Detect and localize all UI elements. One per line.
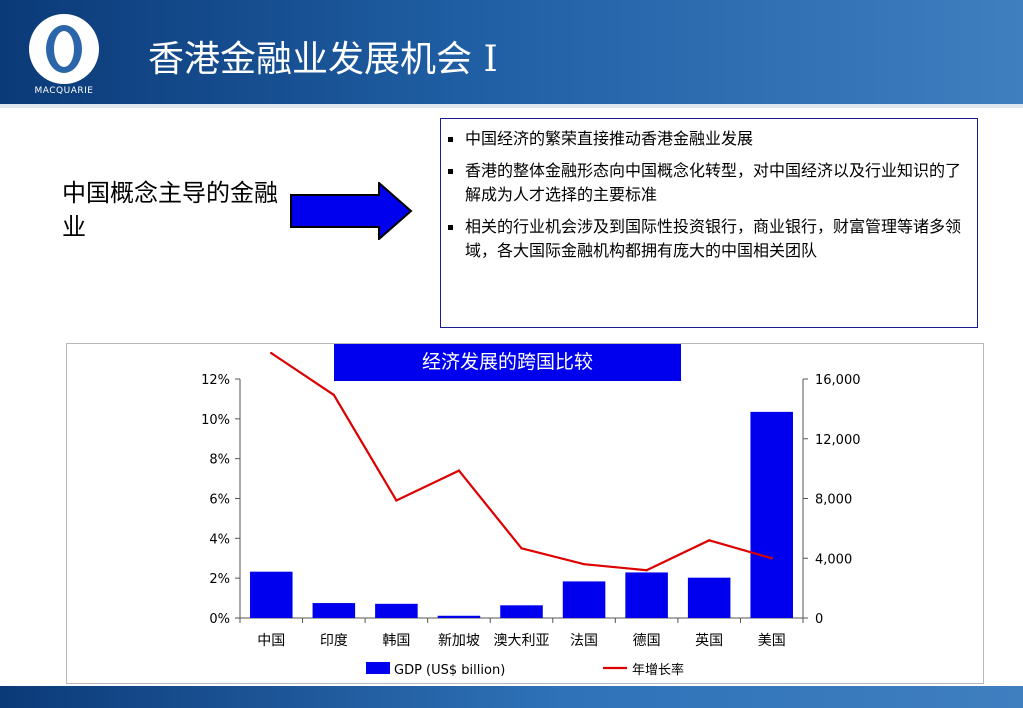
x-axis-category-label: 美国 xyxy=(758,633,786,649)
gdp-bar xyxy=(687,577,731,618)
header-rule xyxy=(0,104,1023,108)
bullet-list-box: 中国经济的繁荣直接推动香港金融业发展 香港的整体金融形态向中国概念化转型，对中国… xyxy=(440,118,978,328)
bullet-item: 相关的行业机会涉及到国际性投资银行，商业银行，财富管理等诸多领域，各大国际金融机… xyxy=(448,215,965,263)
legend-growth-label: 年增长率 xyxy=(632,662,684,678)
x-axis-category-label: 法国 xyxy=(570,633,598,649)
gdp-bar xyxy=(625,572,668,618)
slide-footer xyxy=(0,686,1023,708)
growth-rate-point xyxy=(270,351,273,355)
left-axis-tick-label: 8% xyxy=(209,453,230,468)
x-axis-category-label: 新加坡 xyxy=(438,633,480,649)
right-axis-tick-label: 0 xyxy=(815,612,823,627)
gdp-bar xyxy=(562,581,606,618)
x-axis-category-label: 德国 xyxy=(633,633,661,649)
left-axis-tick-label: 2% xyxy=(209,572,230,587)
x-axis-category-label: 韩国 xyxy=(382,633,410,649)
bullet-item: 香港的整体金融形态向中国概念化转型，对中国经济以及行业知识的了解成为人才选择的主… xyxy=(448,159,965,207)
right-axis-tick-label: 16,000 xyxy=(815,373,861,388)
x-axis-category-label: 澳大利亚 xyxy=(494,633,550,649)
gdp-bar xyxy=(375,603,418,618)
right-axis-tick-label: 8,000 xyxy=(815,493,852,508)
gdp-bar xyxy=(500,605,543,618)
left-axis-tick-label: 6% xyxy=(209,493,230,508)
slide-title: 香港金融业发展机会 I xyxy=(148,39,498,80)
growth-rate-point xyxy=(395,499,398,502)
bullet-item: 中国经济的繁荣直接推动香港金融业发展 xyxy=(448,127,965,151)
left-axis-tick-label: 10% xyxy=(201,413,230,428)
growth-rate-point xyxy=(520,547,523,550)
legend-gdp-label: GDP (US$ billion) xyxy=(394,663,505,678)
x-axis-category-label: 中国 xyxy=(257,633,285,649)
right-axis-tick-label: 4,000 xyxy=(815,552,852,567)
gdp-bar xyxy=(750,411,793,618)
right-axis-tick-label: 12,000 xyxy=(815,433,861,448)
growth-rate-point xyxy=(707,539,711,542)
bullet-list: 中国经济的繁荣直接推动香港金融业发展 香港的整体金融形态向中国概念化转型，对中国… xyxy=(441,119,977,263)
chart-title: 经济发展的跨国比较 xyxy=(334,344,681,381)
slide-header: MACQUARIE 香港金融业发展机会 I xyxy=(0,0,1023,108)
logo-text: MACQUARIE xyxy=(34,86,94,96)
logo-ring-icon xyxy=(29,14,99,84)
growth-rate-line xyxy=(270,352,773,572)
gdp-bar xyxy=(250,571,293,618)
concept-label: 中国概念主导的金融业 xyxy=(62,179,278,241)
chart-frame xyxy=(66,343,984,684)
gdp-bar xyxy=(312,603,356,618)
legend-gdp-swatch xyxy=(366,662,390,674)
growth-rate-point xyxy=(582,563,586,566)
x-axis-category-label: 印度 xyxy=(320,633,348,649)
growth-rate-point xyxy=(332,393,336,397)
right-arrow-icon xyxy=(290,182,413,240)
gdp-bar xyxy=(437,615,481,618)
growth-rate-point xyxy=(457,469,461,472)
x-axis-category-label: 英国 xyxy=(695,632,723,649)
left-axis-tick-label: 0% xyxy=(209,612,230,627)
left-axis-tick-label: 4% xyxy=(209,532,230,547)
growth-rate-point xyxy=(770,557,773,560)
growth-rate-point xyxy=(645,569,648,572)
macquarie-logo: MACQUARIE xyxy=(24,14,104,96)
left-axis-tick-label: 12% xyxy=(201,373,230,388)
